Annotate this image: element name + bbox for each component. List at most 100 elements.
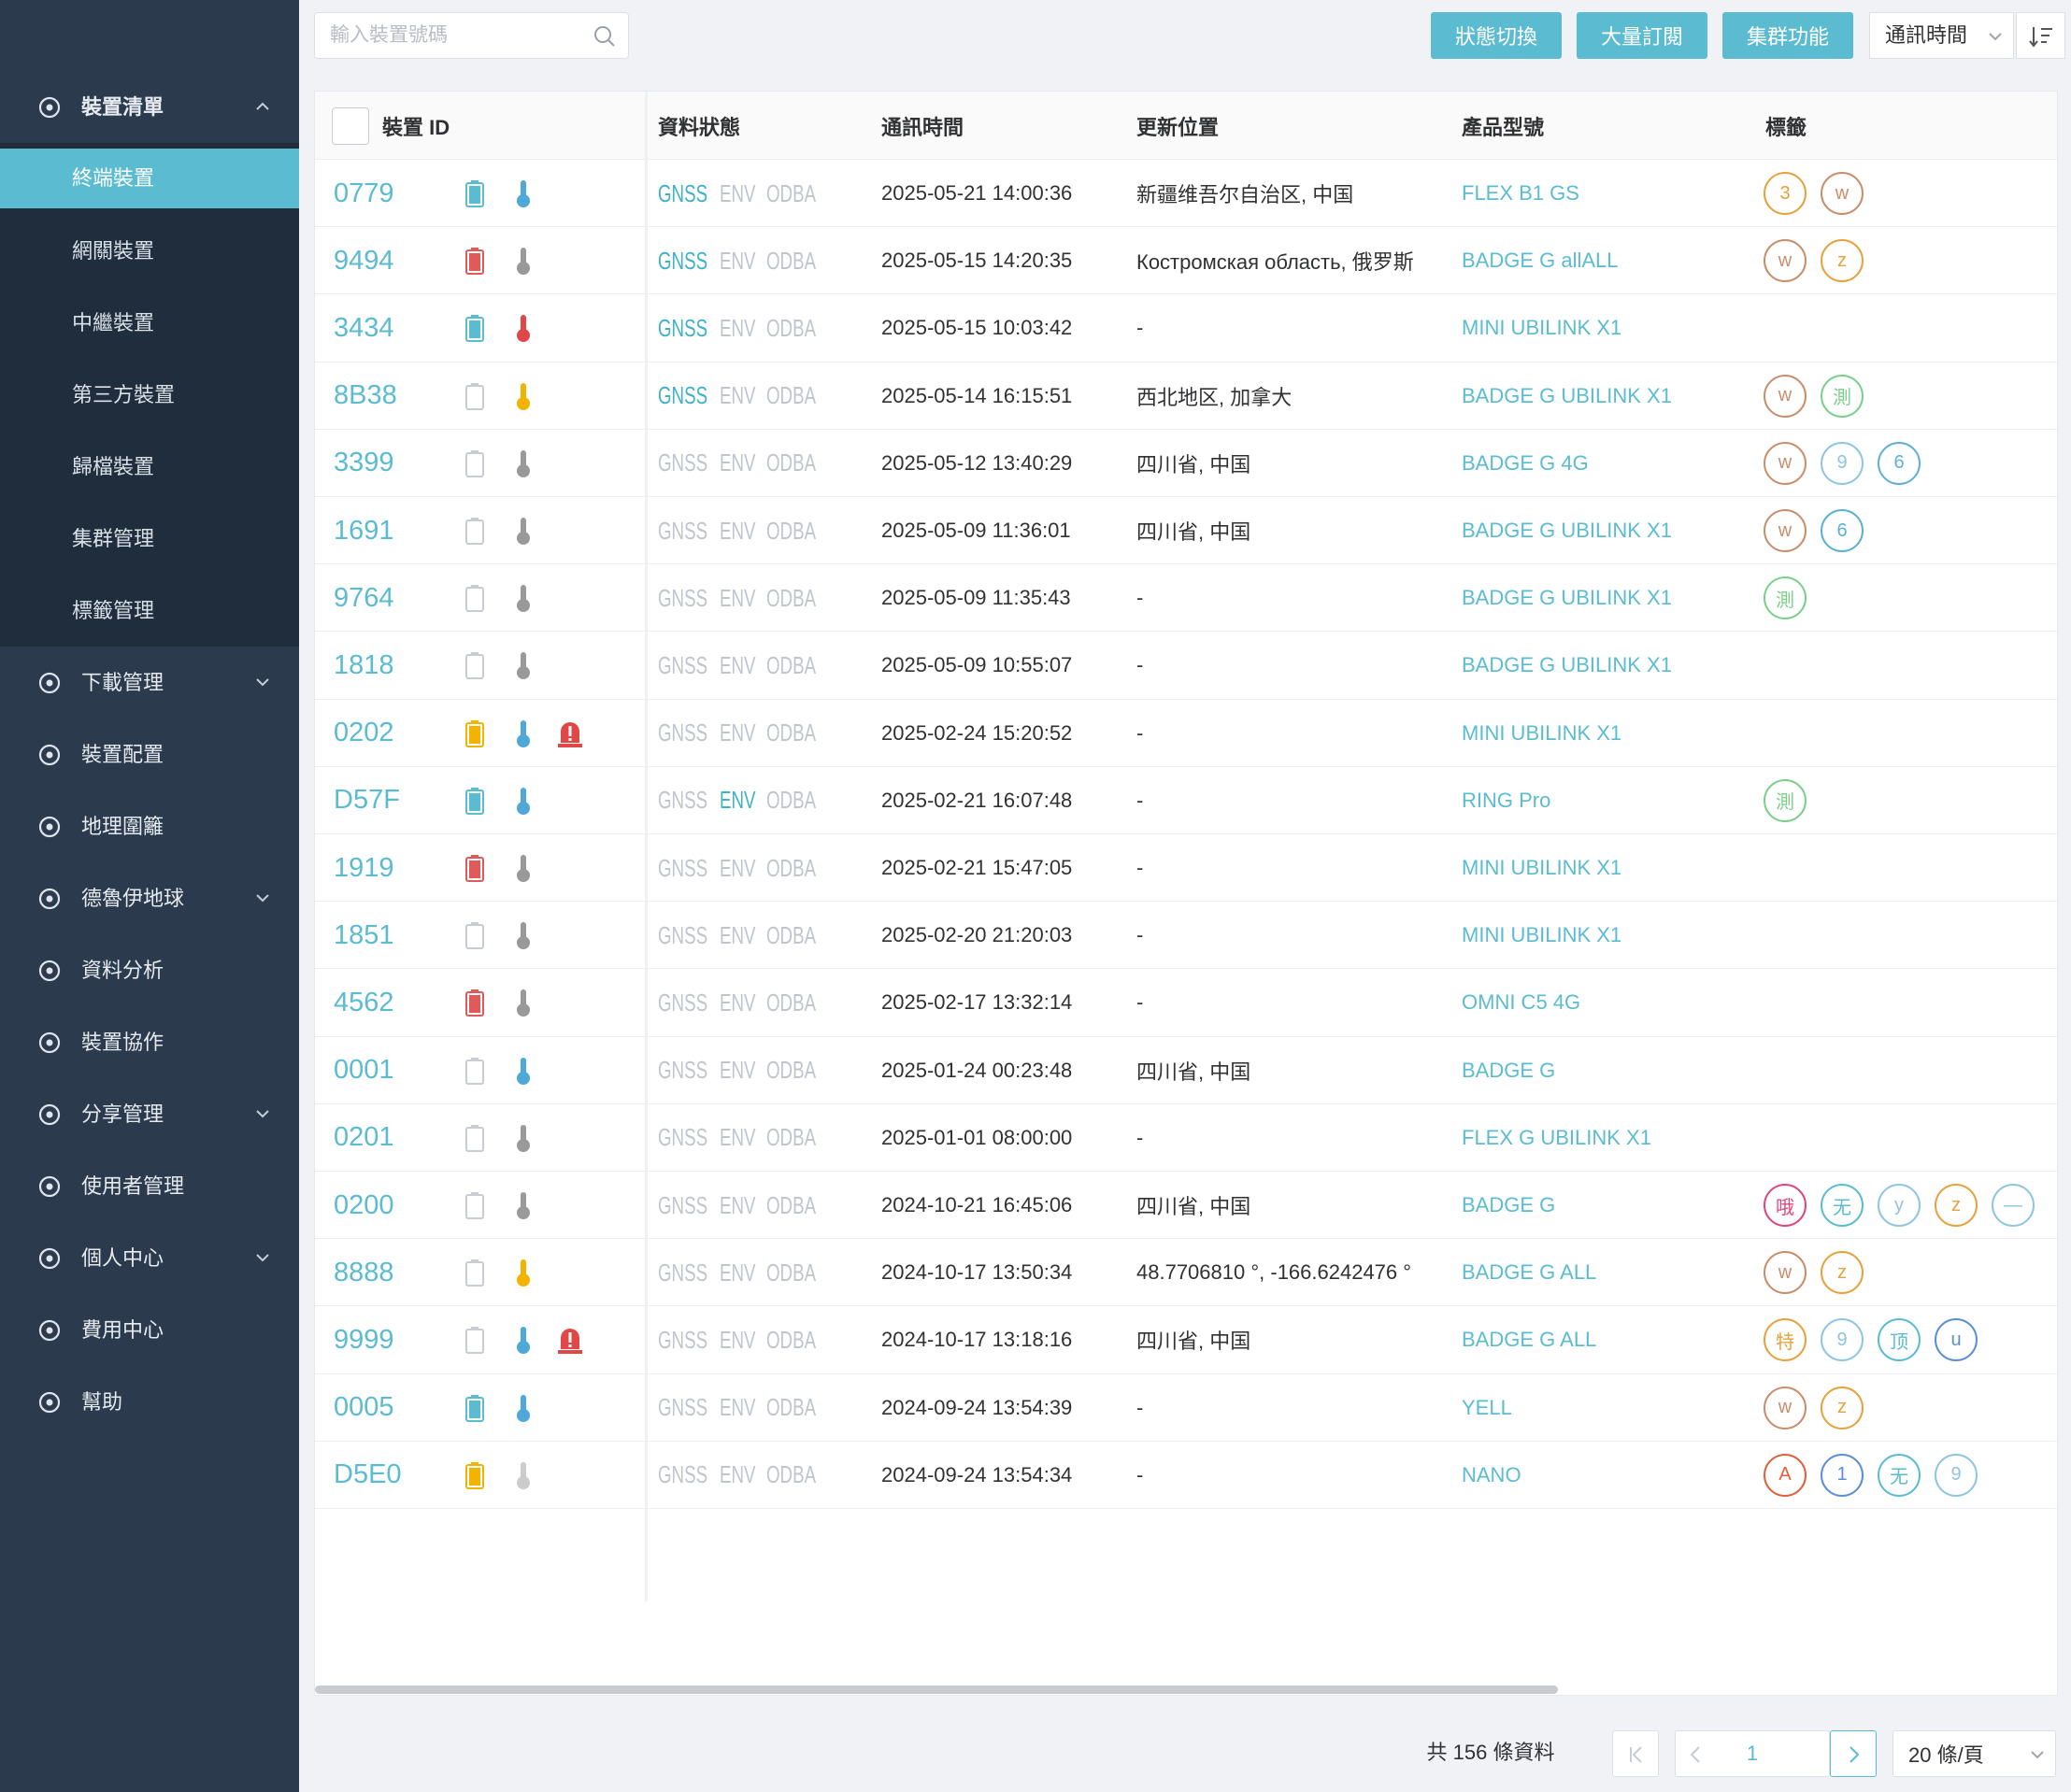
table-row[interactable]: 8888 GNSS ENV ODBA 2024-10-17 13:50:34 48.770… <box>315 1239 2057 1307</box>
sort-select[interactable]: 通訊時間 <box>1869 12 2014 59</box>
product-model[interactable]: BADGE G UBILINK X1 <box>1462 653 1672 677</box>
product-model[interactable]: FLEX G UBILINK X1 <box>1462 1125 1651 1149</box>
table-row[interactable]: 4562 GNSS ENV ODBA 2025-02-17 13:32:14 - OMNI … <box>315 969 2057 1037</box>
device-id[interactable]: 1851 <box>334 919 394 950</box>
status-inactive: GNSS <box>658 786 708 815</box>
product-model[interactable]: BADGE G <box>1462 1193 1556 1217</box>
product-model[interactable]: OMNI C5 4G <box>1462 990 1581 1015</box>
product-model[interactable]: BADGE G allALL <box>1462 249 1619 273</box>
product-model[interactable]: BADGE G 4G <box>1462 450 1589 475</box>
temperature-icon <box>517 652 530 680</box>
device-id[interactable]: 8B38 <box>334 380 397 411</box>
menu-item[interactable]: 使用者管理 <box>0 1150 299 1222</box>
menu-item[interactable]: 個人中心 <box>0 1222 299 1294</box>
table-row[interactable]: 3434 GNSS ENV ODBA 2025-05-15 10:03:42 - MINI … <box>315 294 2057 363</box>
menu-item[interactable]: 裝置配置 <box>0 718 299 790</box>
submenu-item[interactable]: 歸檔裝置 <box>0 431 299 503</box>
device-id[interactable]: 9764 <box>334 582 394 613</box>
device-id[interactable]: 1919 <box>334 852 394 883</box>
status-cell: ODBA <box>766 767 836 834</box>
table-row[interactable]: 0202 GNSS ENV ODBA 2025-02-24 15:20:52 - MINI … <box>315 700 2057 767</box>
toolbar-button[interactable]: 狀態切換 <box>1431 12 1562 59</box>
device-id[interactable]: 3399 <box>334 448 394 478</box>
table-row[interactable]: 1919 GNSS ENV ODBA 2025-02-21 15:47:05 - MINI … <box>315 834 2057 903</box>
submenu-item[interactable]: 網關裝置 <box>0 215 299 287</box>
submenu-item[interactable]: 中繼裝置 <box>0 287 299 359</box>
first-page-button[interactable] <box>1612 1730 1659 1777</box>
product-model[interactable]: BADGE G ALL <box>1462 1260 1597 1285</box>
device-id[interactable]: 0201 <box>334 1122 394 1153</box>
table-row[interactable]: D5E0 GNSS ENV ODBA 2024-09-24 13:54:34 - NANO A… <box>315 1442 2057 1509</box>
table-row[interactable]: 0201 GNSS ENV ODBA 2025-01-01 08:00:00 - FLEX … <box>315 1104 2057 1172</box>
alert-icon <box>558 1329 582 1355</box>
table-row[interactable]: 9494 GNSS ENV ODBA 2025-05-15 14:20:35 Костро… <box>315 227 2057 295</box>
table-row[interactable]: 0200 GNSS ENV ODBA 2024-10-21 16:45:06 四川省, 中… <box>315 1172 2057 1240</box>
device-id[interactable]: 9999 <box>334 1324 394 1355</box>
toolbar-button[interactable]: 大量訂閱 <box>1577 12 1707 59</box>
device-id[interactable]: 0001 <box>334 1055 394 1086</box>
device-id[interactable]: 1818 <box>334 649 394 680</box>
search-input[interactable]: 輸入裝置號碼 <box>314 12 629 59</box>
device-id[interactable]: D57F <box>334 785 400 816</box>
table-row[interactable]: 3399 GNSS ENV ODBA 2025-05-12 13:40:29 四川省, 中… <box>315 430 2057 497</box>
table-row[interactable]: 1851 GNSS ENV ODBA 2025-02-20 21:20:03 - MINI … <box>315 902 2057 970</box>
menu-item[interactable]: 幫助 <box>0 1366 299 1438</box>
status-cell: GNSS <box>658 700 727 767</box>
page-input[interactable]: 1 <box>1675 1730 1830 1777</box>
device-id[interactable]: 0005 <box>334 1392 394 1423</box>
device-id[interactable]: 1691 <box>334 515 394 546</box>
product-model[interactable]: MINI UBILINK X1 <box>1462 316 1622 340</box>
product-model[interactable]: BADGE G UBILINK X1 <box>1462 519 1672 543</box>
product-model[interactable]: BADGE G UBILINK X1 <box>1462 586 1672 610</box>
product-model[interactable]: FLEX B1 GS <box>1462 181 1579 206</box>
sort-order-button[interactable] <box>2016 12 2065 59</box>
product-model[interactable]: YELL <box>1462 1395 1512 1419</box>
submenu-item-active[interactable]: 終端裝置 <box>0 149 299 208</box>
menu-item[interactable]: 德魯伊地球 <box>0 862 299 934</box>
table-row[interactable]: 1691 GNSS ENV ODBA 2025-05-09 11:36:01 四川省, 中… <box>315 497 2057 565</box>
table-row[interactable]: 9764 GNSS ENV ODBA 2025-05-09 11:35:43 - BADGE… <box>315 564 2057 633</box>
menu-item[interactable]: 裝置協作 <box>0 1006 299 1078</box>
device-id[interactable]: D5E0 <box>334 1459 402 1490</box>
product-model[interactable]: NANO <box>1462 1462 1521 1486</box>
table-row[interactable]: 9999 GNSS ENV ODBA 2024-10-17 13:18:16 四川省, 中… <box>315 1306 2057 1374</box>
product-model[interactable]: MINI UBILINK X1 <box>1462 720 1622 745</box>
product-model[interactable]: MINI UBILINK X1 <box>1462 856 1622 880</box>
table-row[interactable]: 0779 GNSS ENV ODBA 2025-05-21 14:00:36 新疆维吾尔自… <box>315 160 2057 228</box>
select-all-checkbox[interactable] <box>332 107 369 145</box>
horizontal-scrollbar[interactable] <box>315 1685 1558 1694</box>
submenu-item[interactable]: 第三方裝置 <box>0 359 299 431</box>
menu-item[interactable]: 資料分析 <box>0 934 299 1006</box>
device-id[interactable]: 0779 <box>334 178 394 208</box>
submenu-item[interactable]: 標籤管理 <box>0 575 299 647</box>
product-model[interactable]: BADGE G <box>1462 1058 1556 1082</box>
table-row[interactable]: 0001 GNSS ENV ODBA 2025-01-24 00:23:48 四川省, 中… <box>315 1037 2057 1104</box>
menu-item[interactable]: 分享管理 <box>0 1078 299 1150</box>
product-model[interactable]: BADGE G ALL <box>1462 1328 1597 1352</box>
toolbar-button[interactable]: 集群功能 <box>1722 12 1853 59</box>
device-id[interactable]: 9494 <box>334 245 394 276</box>
product-model[interactable]: MINI UBILINK X1 <box>1462 923 1622 947</box>
status-cell: GNSS <box>658 767 727 834</box>
submenu-item[interactable]: 集群管理 <box>0 503 299 575</box>
table-row[interactable]: 8B38 GNSS ENV ODBA 2025-05-14 16:15:51 西北地区, … <box>315 363 2057 430</box>
table-row[interactable]: 0005 GNSS ENV ODBA 2024-09-24 13:54:39 - YELL w… <box>315 1374 2057 1442</box>
device-id[interactable]: 0202 <box>334 718 394 748</box>
location: - <box>1136 856 1144 880</box>
product-model[interactable]: RING Pro <box>1462 788 1551 812</box>
table-row[interactable]: D57F GNSS ENV ODBA 2025-02-21 16:07:48 - RING … <box>315 767 2057 834</box>
tag: 特 <box>1764 1318 1807 1362</box>
device-id[interactable]: 8888 <box>334 1257 394 1287</box>
product-model[interactable]: BADGE G UBILINK X1 <box>1462 383 1672 407</box>
menu-item[interactable]: 地理圍籬 <box>0 790 299 862</box>
page-size-select[interactable]: 20 條/頁 <box>1892 1730 2056 1777</box>
device-id[interactable]: 0200 <box>334 1189 394 1220</box>
device-id[interactable]: 4562 <box>334 987 394 1017</box>
battery-icon <box>465 449 484 477</box>
table-row[interactable]: 1818 GNSS ENV ODBA 2025-05-09 10:55:07 - BADGE… <box>315 632 2057 700</box>
device-id[interactable]: 3434 <box>334 312 394 343</box>
menu-item[interactable]: 費用中心 <box>0 1294 299 1366</box>
menu-item[interactable]: 裝置清單 <box>0 71 299 143</box>
next-page-button[interactable] <box>1830 1730 1877 1777</box>
menu-item[interactable]: 下載管理 <box>0 647 299 718</box>
